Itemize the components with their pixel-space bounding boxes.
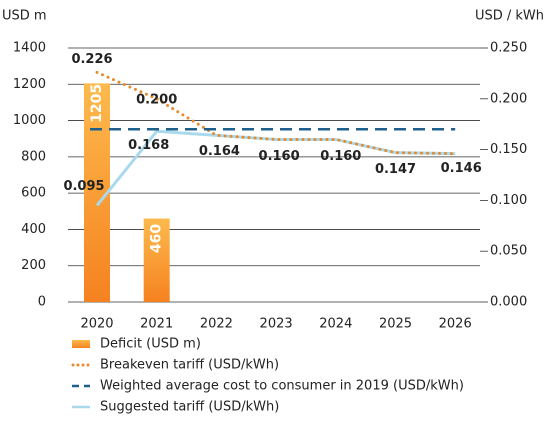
x-tick-label: 2023: [260, 317, 293, 332]
y-tick-label: 200: [21, 258, 46, 273]
x-tick-label: 2024: [319, 317, 352, 332]
bar-value-label: 1205: [89, 84, 105, 123]
value-label: 0.095: [63, 179, 104, 194]
y2-tick-label: 0.250: [490, 41, 527, 56]
y2-tick-label: 0.200: [490, 91, 527, 106]
y-tick-label: 1000: [13, 113, 46, 128]
y-tick-label: 1400: [13, 41, 46, 56]
value-label: 0.200: [136, 92, 177, 107]
y2-tick-label: 0.000: [490, 295, 527, 310]
value-label: 0.147: [375, 162, 416, 177]
x-tick-label: 2022: [200, 317, 233, 332]
legend-label: Suggested tariff (USD/kWh): [100, 400, 279, 415]
value-label: 0.160: [320, 149, 361, 164]
y2-tick-label: 0.150: [490, 142, 527, 157]
y2-axis-title: USD / kWh: [475, 9, 544, 24]
y2-tick-label: 0.050: [490, 244, 527, 259]
y-axis-title: USD m: [2, 9, 47, 24]
bar: [143, 218, 170, 302]
y-tick-label: 600: [21, 186, 46, 201]
legend-label: Deficit (USD m): [100, 337, 201, 352]
y2-tick-label: 0.100: [490, 193, 527, 208]
legend-label: Weighted average cost to consumer in 201…: [100, 379, 464, 394]
value-label: 0.168: [128, 138, 169, 153]
y-tick-label: 400: [21, 222, 46, 237]
legend-label: Breakeven tariff (USD/kWh): [100, 358, 279, 373]
value-label: 0.160: [259, 149, 300, 164]
line-solid: [95, 129, 456, 207]
value-label: 0.226: [71, 52, 112, 67]
y-tick-label: 1200: [13, 77, 46, 92]
bar-value-label: 460: [149, 224, 165, 253]
x-tick-label: 2025: [379, 317, 412, 332]
value-label: 0.164: [199, 144, 240, 159]
x-tick-label: 2026: [439, 317, 472, 332]
x-tick-label: 2020: [80, 317, 113, 332]
y-tick-label: 0: [38, 295, 46, 310]
value-label: 0.146: [441, 161, 482, 176]
line-dotted: [95, 70, 457, 156]
legend-swatch: [72, 340, 90, 348]
y-tick-label: 800: [21, 149, 46, 164]
x-tick-label: 2021: [140, 317, 173, 332]
